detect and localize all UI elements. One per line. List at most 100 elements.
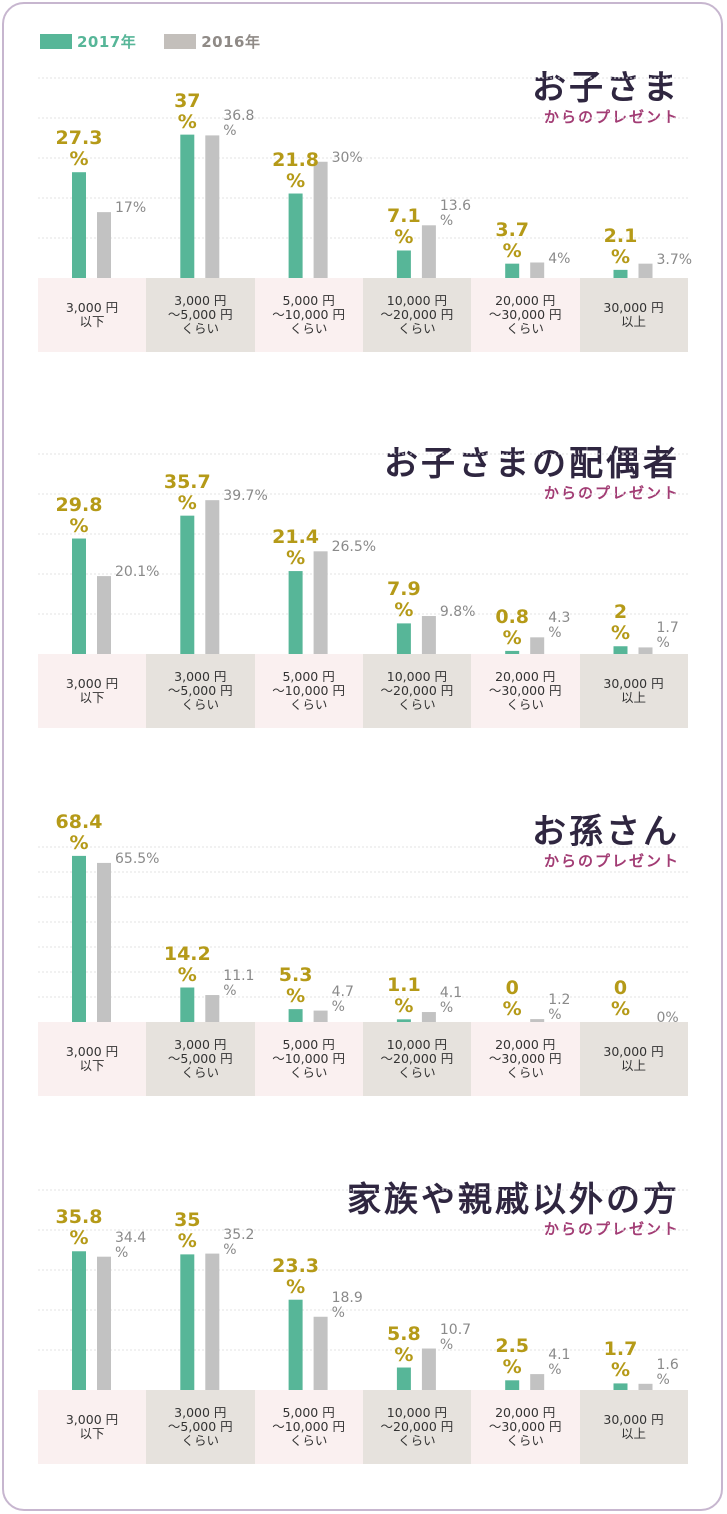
data-label-2016: 17% <box>115 200 147 217</box>
category-cell <box>362 1022 472 1096</box>
category-label: 20,000 円 〜30,000 円 くらい <box>488 1405 562 1448</box>
data-label-2016: 4% <box>548 250 571 267</box>
chart-panel-children: お子さま からのプレゼント 3,000 円 以下 3,000 円 〜5,000 円… <box>38 60 692 352</box>
category-label: 3,000 円 〜5,000 円 くらい <box>167 293 233 336</box>
category-cell <box>471 1022 580 1096</box>
category-cell <box>254 654 364 728</box>
legend-item-2017: 2017年 <box>40 31 136 52</box>
category-cell <box>362 654 472 728</box>
data-label-2017: 35 % <box>174 1209 201 1253</box>
category-cell <box>362 278 472 352</box>
category-label: 10,000 円 〜20,000 円 くらい <box>380 669 454 712</box>
bar-2016 <box>313 551 328 654</box>
data-label-2016: 39.7% <box>223 488 268 505</box>
data-label-2017: 23.3 % <box>272 1254 320 1298</box>
category-label: 3,000 円 以下 <box>65 300 119 329</box>
bar-2017 <box>288 1299 303 1390</box>
data-label-2017: 7.1 % <box>387 205 421 249</box>
bar-2017 <box>180 515 195 654</box>
data-label-2016: 65.5% <box>115 850 160 867</box>
category-label: 10,000 円 〜20,000 円 くらい <box>380 1405 454 1448</box>
data-label-2017: 21.4 % <box>272 526 320 570</box>
category-cell <box>146 278 256 352</box>
legend-item-2016: 2016年 <box>164 31 260 52</box>
bar-2017 <box>505 650 520 654</box>
data-label-2016: 34.4 % <box>115 1229 147 1261</box>
data-label-2017: 0.8 % <box>495 605 530 649</box>
category-label: 5,000 円 〜10,000 円 くらい <box>272 1037 345 1080</box>
data-label-2017: 35.8 % <box>55 1206 103 1250</box>
bar-2017 <box>72 1251 86 1390</box>
category-label: 3,000 円 以下 <box>65 1044 119 1073</box>
bar-2016 <box>97 1256 111 1390</box>
bar-2016 <box>97 576 111 654</box>
data-label-2017: 0 % <box>502 977 522 1020</box>
category-cell <box>38 1390 147 1464</box>
category-label: 10,000 円 〜20,000 円 くらい <box>380 1037 454 1080</box>
bar-2017 <box>288 193 303 278</box>
category-cell <box>579 1390 689 1464</box>
legend-swatch-2017 <box>40 33 72 49</box>
data-label-2017: 35.7 % <box>163 470 211 514</box>
bar-2017 <box>505 263 520 278</box>
data-label-2016: 36.8 % <box>223 108 255 140</box>
data-label-2016: 20.1% <box>115 564 160 581</box>
bar-2017 <box>72 855 86 1022</box>
category-cell <box>38 654 147 728</box>
category-cell <box>471 654 580 728</box>
data-label-2016: 13.6 % <box>439 198 472 230</box>
data-label-2016: 9.8% <box>439 604 476 621</box>
chart-panel-non-family: 家族や親戚以外の方 からのプレゼント 3,000 円 以下 3,000 円 〜5,… <box>38 1172 689 1464</box>
category-label: 3,000 円 〜5,000 円 くらい <box>167 1405 233 1448</box>
bar-2017 <box>396 1367 411 1390</box>
category-cell <box>579 278 689 352</box>
category-cell <box>38 278 147 352</box>
bar-2017 <box>180 1254 195 1390</box>
data-label-2017: 5.3 % <box>278 964 313 1008</box>
data-label-2017: 7.9 % <box>387 578 421 622</box>
bar-2017 <box>613 1383 628 1390</box>
category-label: 3,000 円 以下 <box>65 1412 119 1441</box>
bar-2016 <box>421 1012 436 1022</box>
bar-2016 <box>638 263 653 278</box>
category-label: 30,000 円 以上 <box>603 676 664 705</box>
chart-panel-grandchildren: お孫さん からのプレゼント 3,000 円 以下 3,000 円 〜5,000 円… <box>38 804 689 1096</box>
legend-label-2017: 2017年 <box>77 32 137 51</box>
category-label: 30,000 円 以上 <box>603 1044 664 1073</box>
data-label-2017: 14.2 % <box>163 942 211 986</box>
bar-2016 <box>205 995 220 1022</box>
bar-2017 <box>288 571 303 654</box>
category-label: 20,000 円 〜30,000 円 くらい <box>488 293 562 336</box>
category-label: 5,000 円 〜10,000 円 くらい <box>272 293 345 336</box>
bar-2016 <box>205 1253 220 1390</box>
legend: 2017年 2016年 <box>40 30 289 52</box>
panel-subtitle: からのプレゼント <box>543 484 680 502</box>
category-cell <box>579 1022 689 1096</box>
category-cell <box>254 1022 364 1096</box>
chart-svg <box>38 846 688 1022</box>
category-label: 3,000 円 〜5,000 円 くらい <box>167 669 233 712</box>
category-cell <box>146 1390 256 1464</box>
panel-subtitle: からのプレゼント <box>543 852 680 870</box>
data-label-2017: 0 % <box>610 977 631 1020</box>
chart-panel-children-spouse: お子さまの配偶者 からのプレゼント 3,000 円 以下 3,000 円 〜5,0… <box>38 436 689 728</box>
bar-2016 <box>638 1383 653 1390</box>
bar-2017 <box>396 250 411 278</box>
category-label: 5,000 円 〜10,000 円 くらい <box>272 669 345 712</box>
bar-2016 <box>313 1010 328 1022</box>
data-label-2016: 11.1 % <box>223 968 255 1000</box>
data-label-2017: 3.7 % <box>495 218 530 262</box>
data-label-2017: 1.7 % <box>603 1338 638 1382</box>
data-label-2016: 10.7 % <box>439 1321 472 1353</box>
bar-2017 <box>72 538 86 654</box>
bar-2017 <box>180 987 195 1022</box>
category-label: 5,000 円 〜10,000 円 くらい <box>272 1405 345 1448</box>
data-label-2017: 68.4 % <box>55 810 103 854</box>
bar-2016 <box>530 1019 545 1022</box>
category-label: 3,000 円 〜5,000 円 くらい <box>167 1037 233 1080</box>
panel-title: お孫さん <box>532 812 680 852</box>
data-label-2017: 2 % <box>610 601 631 645</box>
bar-2016 <box>205 500 220 654</box>
data-label-2016: 0% <box>656 1010 679 1026</box>
category-cell <box>146 654 256 728</box>
